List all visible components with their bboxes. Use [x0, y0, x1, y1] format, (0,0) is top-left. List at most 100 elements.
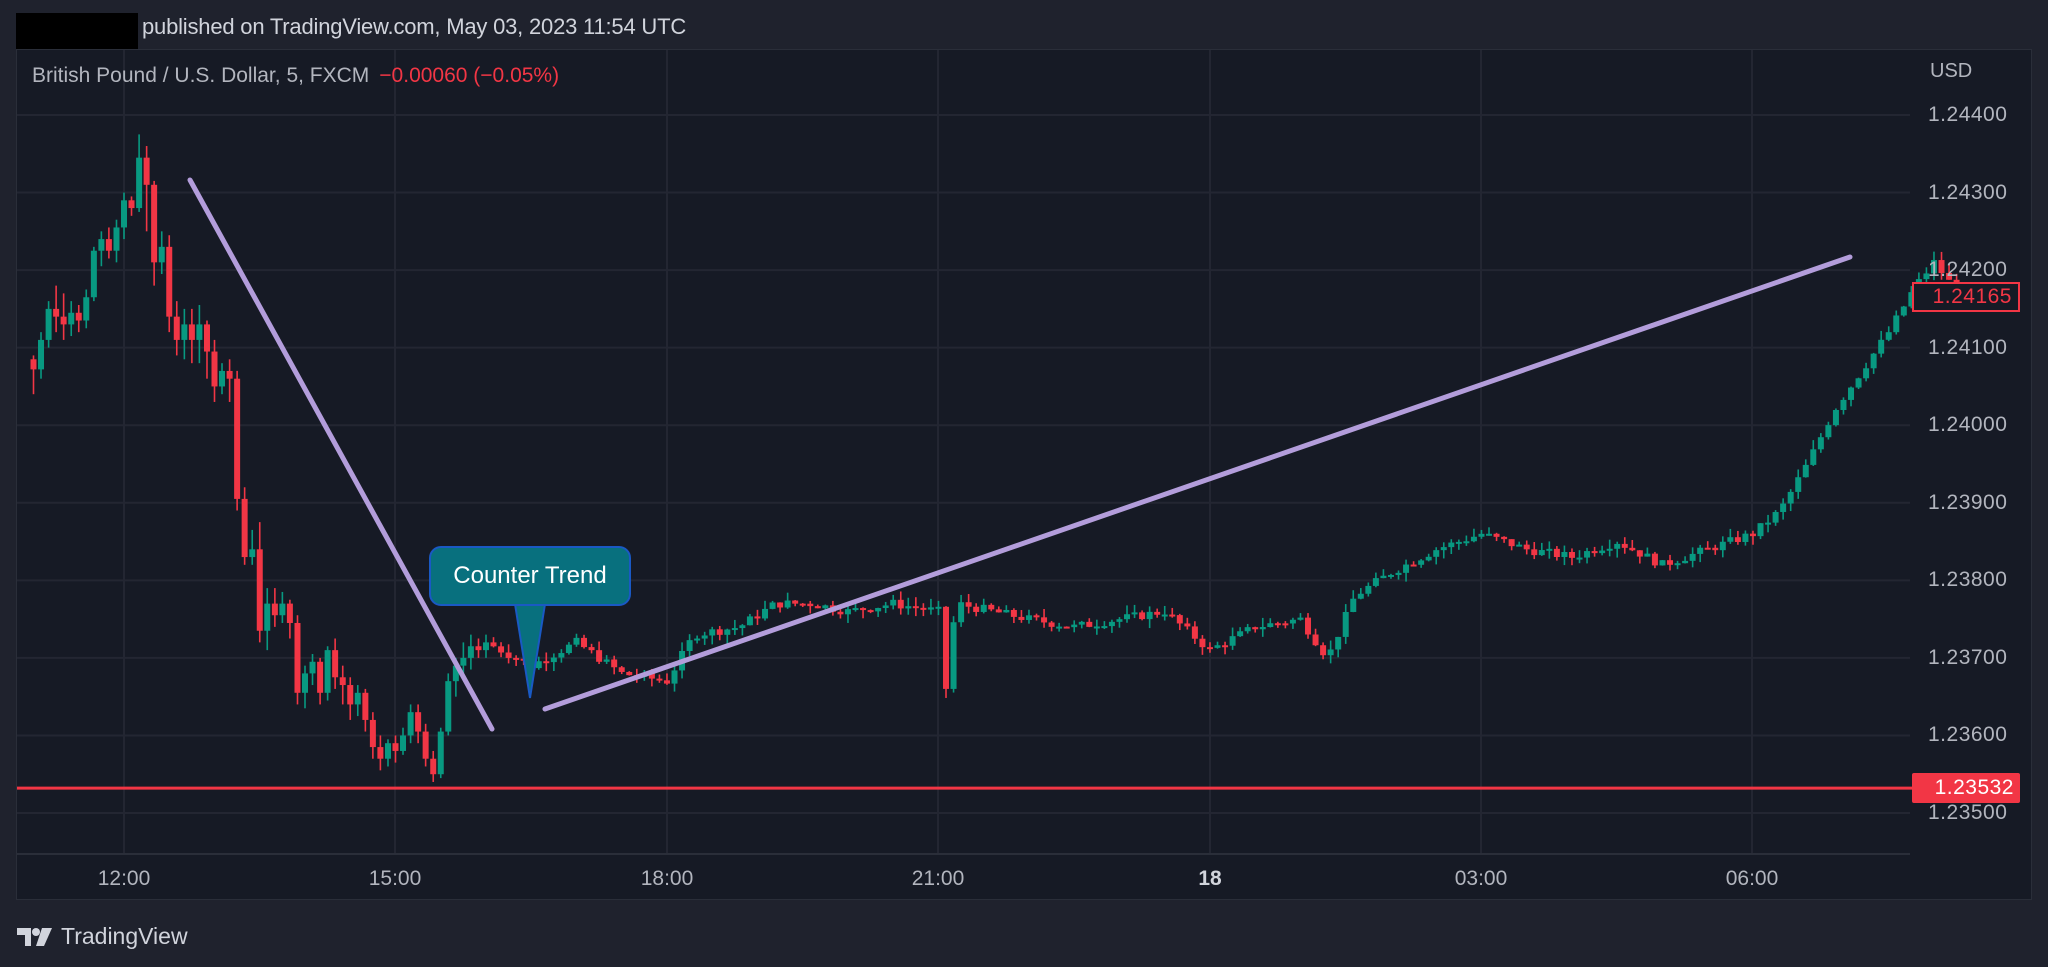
symbol-legend[interactable]: British Pound / U.S. Dollar, 5, FXCM −0.0… — [32, 64, 559, 88]
candle-down — [837, 611, 844, 615]
candle-down — [1651, 553, 1658, 566]
candle-up — [731, 628, 738, 631]
candle-down — [1010, 609, 1017, 617]
candle-down — [814, 606, 821, 609]
candle-down — [988, 604, 995, 610]
candle-down — [1191, 626, 1198, 639]
candle-up — [1025, 615, 1032, 620]
candle-up — [550, 657, 557, 663]
candle-down — [1938, 260, 1945, 273]
tradingview-logo[interactable]: TradingView — [17, 923, 188, 950]
candle-up — [1372, 578, 1379, 586]
candle-down — [973, 606, 980, 612]
candle-up — [1538, 550, 1545, 556]
candle-down — [611, 659, 618, 668]
up-trendline[interactable] — [542, 254, 1853, 712]
candle-down — [1493, 533, 1500, 537]
candle-up — [45, 308, 52, 340]
candle-up — [1855, 378, 1862, 388]
candle-down — [1176, 615, 1183, 624]
candle-up — [1546, 548, 1553, 551]
candle-down — [1184, 623, 1191, 627]
candle-up — [1697, 547, 1704, 554]
candle-up — [158, 246, 165, 263]
candle-down — [777, 602, 784, 608]
candle-up — [400, 735, 407, 751]
candle-up — [1237, 631, 1244, 637]
redacted-author — [16, 13, 138, 50]
candle-up — [90, 250, 97, 298]
candle-down — [1531, 549, 1538, 556]
candle-up — [1124, 614, 1131, 620]
candle-up — [1719, 541, 1726, 551]
candle-up — [1885, 332, 1892, 340]
candle-up — [890, 599, 897, 606]
candle-up — [1380, 575, 1387, 579]
candle-down — [211, 351, 218, 387]
candle-down — [995, 609, 1002, 613]
candle-down — [75, 312, 82, 321]
candle-down — [1048, 622, 1055, 627]
candle-up — [980, 604, 987, 612]
candle-up — [1387, 574, 1394, 577]
candle-up — [1350, 598, 1357, 612]
candle-down — [513, 657, 520, 660]
candle-up — [822, 605, 829, 609]
candle-up — [249, 549, 256, 558]
candle-up — [701, 635, 708, 639]
candle-down — [1139, 612, 1146, 620]
candle-down — [1636, 550, 1643, 557]
candle-up — [1108, 621, 1115, 627]
candle-up — [1357, 593, 1364, 599]
candle-up — [324, 650, 331, 693]
down-trendline[interactable] — [187, 177, 495, 732]
candle-up — [38, 339, 45, 370]
candle-down — [347, 685, 354, 705]
candle-down — [754, 616, 761, 619]
time-tick: 03:00 — [1454, 867, 1508, 890]
candle-down — [588, 647, 595, 651]
candle-down — [475, 646, 482, 651]
candle-down — [1086, 621, 1093, 627]
candle-up — [844, 609, 851, 615]
candle-down — [490, 642, 497, 647]
candle-up — [354, 692, 361, 705]
candle-up — [1433, 550, 1440, 557]
candle-up — [279, 603, 286, 616]
candle-down — [1667, 560, 1674, 565]
candle-up — [927, 607, 934, 610]
candle-up — [1930, 260, 1937, 274]
candle-up — [1478, 533, 1485, 537]
candle-down — [1274, 623, 1281, 626]
candle-up — [483, 642, 489, 651]
candle-up — [1606, 548, 1613, 551]
candle-up — [1863, 368, 1870, 379]
candle-up — [1131, 612, 1138, 615]
candle-up — [1817, 437, 1824, 450]
candle-up — [1908, 292, 1915, 307]
candle-up — [219, 370, 226, 387]
candle-up — [1787, 491, 1794, 504]
candle-down — [1749, 533, 1756, 537]
candle-up — [1078, 621, 1085, 625]
candle-down — [1063, 626, 1070, 629]
candle-up — [445, 681, 452, 732]
candle-down — [1501, 536, 1508, 540]
candle-up — [1161, 614, 1168, 617]
candle-up — [1335, 636, 1342, 650]
candle-up — [264, 603, 271, 631]
candle-down — [173, 316, 180, 340]
candle-down — [943, 606, 950, 689]
time-tick: 21:00 — [911, 867, 965, 890]
candle-up — [784, 600, 791, 608]
counter-trend-callout[interactable]: Counter Trend — [429, 546, 631, 606]
price-tick: 1.23800 — [1928, 568, 2008, 592]
candle-up — [196, 324, 203, 340]
candle-up — [686, 640, 693, 651]
candle-down — [339, 677, 346, 686]
candle-up — [1146, 611, 1153, 620]
candle-down — [1312, 634, 1319, 646]
candle-up — [875, 608, 882, 612]
candle-up — [1071, 624, 1078, 628]
